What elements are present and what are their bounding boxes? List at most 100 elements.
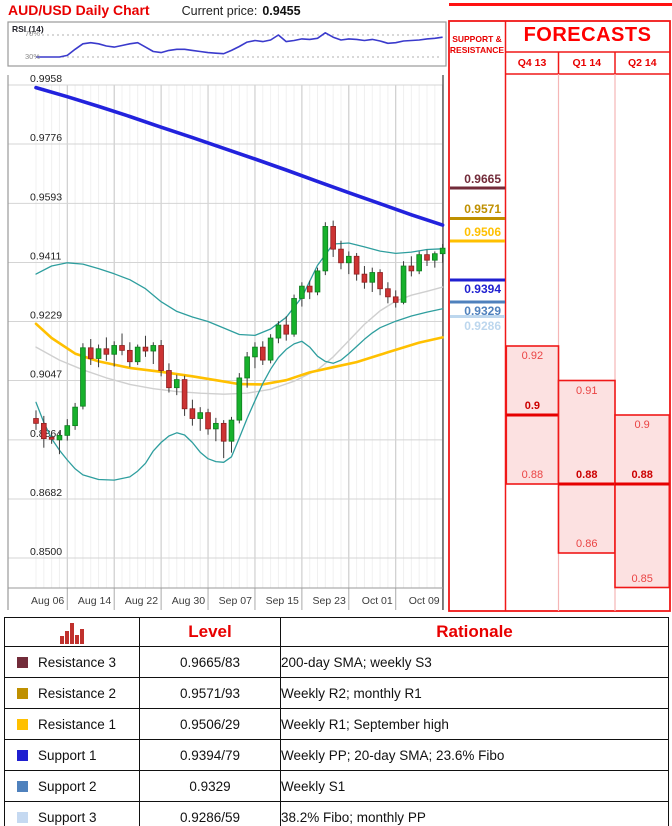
forecast-quarter-q2-14: Q2 14 <box>627 57 657 69</box>
forecast-low-value: 0.85 <box>631 572 653 585</box>
candle-down <box>392 296 399 303</box>
forecast-point-value: 0.88 <box>631 469 653 481</box>
candle-down <box>424 254 430 261</box>
candle-down <box>103 348 110 355</box>
level-value-label: 0.9394 <box>464 282 501 296</box>
price-axis-label: 0.9776 <box>30 132 62 144</box>
current-price-label: Current price: <box>181 4 258 18</box>
page-title: AUD/USD Daily Chart <box>8 2 150 18</box>
price-axis-label: 0.9229 <box>30 310 62 322</box>
candle-up <box>173 379 180 389</box>
level-name: Support 2 <box>38 778 97 794</box>
rationale-column-header: Rationale <box>280 617 669 647</box>
level-name: Support 3 <box>38 809 97 825</box>
level-rationale-cell: Weekly PP; 20-day SMA; 23.6% Fibo <box>280 739 669 771</box>
chart-header: AUD/USD Daily Chart Current price: 0.945… <box>8 2 301 18</box>
level-name-cell: Support 2 <box>4 770 140 802</box>
level-color-swatch <box>17 780 28 792</box>
candle-down <box>338 248 344 264</box>
bollinger-lower-line <box>35 308 444 481</box>
level-rationale-cell: 200-day SMA; weekly S3 <box>280 646 669 678</box>
level-color-swatch <box>17 656 28 668</box>
level-value-cell: 0.9665/83 <box>139 646 281 678</box>
level-name-cell: Resistance 3 <box>4 646 140 678</box>
date-axis-label: Oct 09 <box>409 595 440 607</box>
candle-down <box>408 265 415 272</box>
candle-up <box>213 422 219 430</box>
level-rationale-cell: Weekly S1 <box>280 770 669 802</box>
level-value-cell: 0.9571/93 <box>139 677 281 709</box>
price-axis-label: 0.9593 <box>30 191 62 203</box>
date-axis-label: Sep 15 <box>266 595 299 607</box>
candle-down <box>166 370 172 389</box>
candle-up <box>228 419 235 442</box>
chart-grid: Aug 06 Aug 14 Aug 22 Aug 30 Sep 07 Sep 15 Sep … <box>7 73 444 610</box>
level-value-label: 0.9329 <box>464 304 501 318</box>
candle-up <box>267 337 274 361</box>
support-resistance-lines <box>450 186 505 318</box>
candle-up <box>197 412 204 419</box>
candle-up <box>244 356 250 379</box>
date-axis-label: Aug 30 <box>172 595 205 607</box>
level-value-cell: 0.9394/79 <box>139 739 281 771</box>
candle-up <box>95 348 102 359</box>
candle-down <box>142 346 149 352</box>
candle-down <box>353 255 360 275</box>
candle-down <box>205 412 211 430</box>
price-axis-label: 0.8500 <box>30 546 62 558</box>
level-name-cell: Support 1 <box>4 739 140 771</box>
candle-down <box>377 272 383 290</box>
candle-up <box>345 255 352 264</box>
forecast-low-value: 0.88 <box>521 469 544 481</box>
candle-down <box>259 346 266 361</box>
candle-up <box>252 346 258 358</box>
price-axis-label: 0.9411 <box>30 250 61 262</box>
candle-up <box>275 324 282 339</box>
candle-up <box>322 226 329 272</box>
candle-up <box>314 270 321 293</box>
level-value-label: 0.9571 <box>464 202 501 216</box>
table-row: Support 2 0.9329 Weekly S1 <box>4 770 669 802</box>
level-color-swatch <box>17 749 28 761</box>
table-row: Resistance 2 0.9571/93 Weekly R2; monthly … <box>4 677 669 709</box>
forecast-point-value: 0.9 <box>524 400 541 412</box>
sma-50-line <box>35 286 444 395</box>
date-axis-label: Oct 01 <box>362 595 393 607</box>
price-axis-label: 0.9047 <box>30 369 62 381</box>
price-axis-label: 0.8682 <box>30 487 62 499</box>
forecast-high-value: 0.92 <box>521 350 544 362</box>
candles <box>33 220 446 459</box>
rsi-panel <box>7 21 447 67</box>
candle-down <box>283 324 290 335</box>
candle-up <box>134 346 141 363</box>
candle-up <box>64 425 71 436</box>
bar-chart-icon <box>5 620 139 644</box>
level-value-label: 0.9665 <box>464 171 501 186</box>
level-name-cell: Resistance 2 <box>4 677 140 709</box>
candle-up <box>439 247 446 255</box>
table-row: Support 3 0.9286/59 38.2% Fibo; monthly PP <box>4 801 669 826</box>
table-row: Resistance 1 0.9506/29 Weekly R1; Septembe… <box>4 708 669 740</box>
level-name: Resistance 3 <box>38 654 117 670</box>
forecast-high-value: 0.91 <box>576 384 598 397</box>
candle-up <box>80 347 86 407</box>
candle-up <box>291 298 297 335</box>
level-value-cell: 0.9329 <box>139 770 281 802</box>
candle-down <box>306 285 313 293</box>
candle-down <box>361 273 368 283</box>
level-color-swatch <box>17 718 28 730</box>
candle-down <box>158 345 164 371</box>
level-color-swatch <box>17 687 28 699</box>
rsi-70-tick: 70% <box>24 29 40 38</box>
support-resistance-header-line1: SUPPORT & <box>452 34 502 44</box>
candle-up <box>56 434 63 441</box>
candle-down <box>127 349 133 363</box>
table-row: Support 1 0.9394/79 Weekly PP; 20-day SMA;… <box>4 739 669 771</box>
candle-up <box>236 377 243 421</box>
rsi-indicator-label: RSI (14) <box>12 24 44 34</box>
level-value-label: 0.9506 <box>464 224 501 239</box>
rsi-line <box>36 31 443 58</box>
forecast-low-value: 0.86 <box>576 538 598 550</box>
candle-up <box>432 253 438 261</box>
forecast-quarter-q1-14: Q1 14 <box>572 57 602 69</box>
